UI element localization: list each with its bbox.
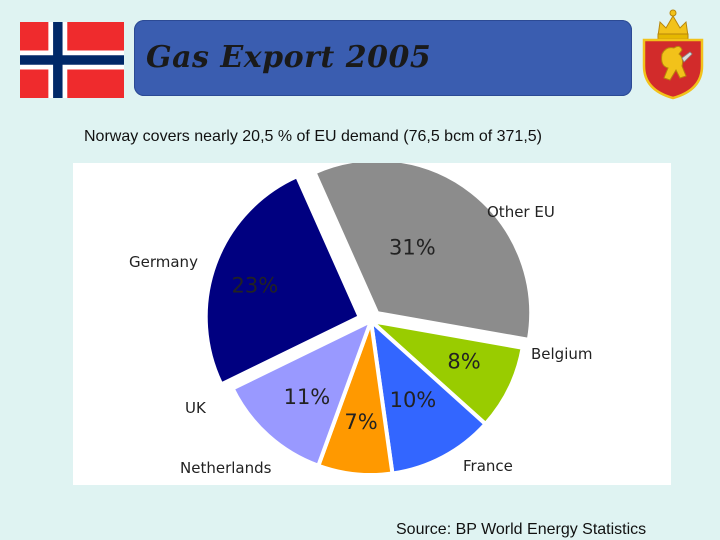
source-note: Source: BP World Energy Statistics xyxy=(396,521,647,538)
pie-chart-svg: 31% Other EU 8% Belgium 10% France 7% Netherlan… xyxy=(129,163,593,477)
slice-category-label-netherlands: Netherlands xyxy=(180,459,272,477)
slice-value-label-netherlands: 7% xyxy=(344,410,377,434)
pie-chart: 31% Other EU 8% Belgium 10% France 7% Netherlan… xyxy=(73,163,671,485)
slice-value-label-belgium: 8% xyxy=(447,350,480,374)
page-title: Gas Export 2005 xyxy=(146,40,432,75)
pie-slice-other-eu xyxy=(312,163,534,342)
slice-value-label-other-eu: 31% xyxy=(389,236,436,260)
coat-of-arms-icon xyxy=(642,9,704,100)
slice-category-label-other-eu: Other EU xyxy=(487,203,555,221)
slice-category-label-belgium: Belgium xyxy=(531,345,593,363)
pie-slice-france xyxy=(369,319,488,476)
pie-slice-uk xyxy=(230,319,373,468)
norway-flag-icon xyxy=(20,22,124,98)
slice-category-label-france: France xyxy=(463,457,513,475)
slice-value-label-germany: 23% xyxy=(232,273,279,297)
subtitle: Norway covers nearly 20,5 % of EU demand… xyxy=(84,128,542,145)
slice-category-label-uk: UK xyxy=(185,399,207,417)
slice-value-label-france: 10% xyxy=(390,388,437,412)
title-bar: Gas Export 2005 xyxy=(134,20,632,96)
pie-slice-germany xyxy=(203,174,362,387)
slice-value-label-uk: 11% xyxy=(284,385,331,409)
slice-category-label-germany: Germany xyxy=(129,253,198,271)
